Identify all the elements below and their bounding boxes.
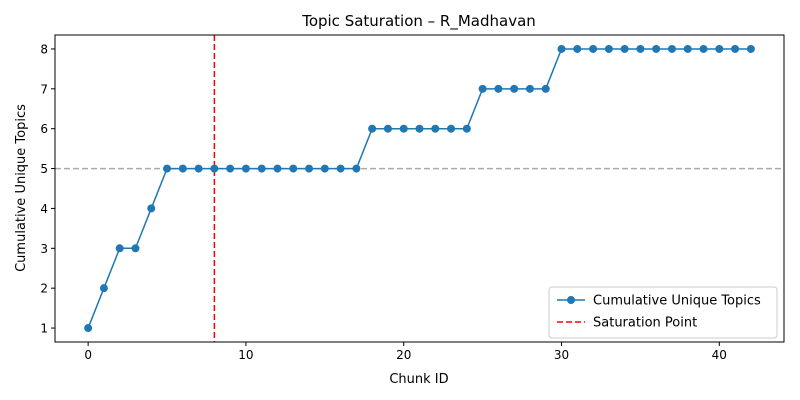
plot-area bbox=[55, 35, 784, 342]
data-point bbox=[115, 244, 124, 253]
data-point bbox=[99, 284, 108, 293]
y-axis-label: Cumulative Unique Topics bbox=[14, 104, 29, 272]
data-point bbox=[336, 164, 345, 173]
data-point bbox=[699, 44, 708, 53]
data-point bbox=[163, 164, 172, 173]
data-point bbox=[431, 124, 440, 133]
y-tick-label: 4 bbox=[40, 202, 48, 216]
data-point bbox=[305, 164, 314, 173]
data-point bbox=[194, 164, 203, 173]
data-point bbox=[352, 164, 361, 173]
data-point bbox=[573, 44, 582, 53]
chart-title: Topic Saturation – R_Madhavan bbox=[301, 12, 536, 31]
data-point bbox=[652, 44, 661, 53]
legend-label-saturation: Saturation Point bbox=[593, 316, 697, 331]
data-point bbox=[620, 44, 629, 53]
legend: Cumulative Unique Topics Saturation Poin… bbox=[548, 286, 778, 339]
data-point bbox=[273, 164, 282, 173]
y-tick-label: 8 bbox=[40, 42, 48, 56]
data-point bbox=[383, 124, 392, 133]
x-tick-label: 30 bbox=[554, 348, 569, 362]
data-point bbox=[525, 84, 534, 93]
y-tick-label: 2 bbox=[40, 282, 48, 296]
y-tick-label: 6 bbox=[40, 122, 48, 136]
data-point bbox=[178, 164, 187, 173]
data-point bbox=[226, 164, 235, 173]
data-point bbox=[731, 44, 740, 53]
data-point bbox=[683, 44, 692, 53]
x-tick-label: 10 bbox=[238, 348, 253, 362]
data-point bbox=[447, 124, 456, 133]
legend-series-marker bbox=[567, 296, 575, 304]
data-point bbox=[399, 124, 408, 133]
data-point bbox=[494, 84, 503, 93]
data-point bbox=[746, 44, 755, 53]
data-point bbox=[478, 84, 487, 93]
x-tick-label: 0 bbox=[84, 348, 92, 362]
data-point bbox=[415, 124, 424, 133]
data-point bbox=[557, 44, 566, 53]
y-tick-label: 7 bbox=[40, 82, 48, 96]
legend-label-series: Cumulative Unique Topics bbox=[593, 294, 761, 309]
y-tick-label: 3 bbox=[40, 242, 48, 256]
legend-box bbox=[548, 286, 778, 339]
data-point bbox=[147, 204, 156, 213]
data-point bbox=[636, 44, 645, 53]
data-point bbox=[368, 124, 377, 133]
data-point bbox=[667, 44, 676, 53]
data-point bbox=[589, 44, 598, 53]
data-point bbox=[257, 164, 266, 173]
y-tick-label: 5 bbox=[40, 162, 48, 176]
data-point bbox=[715, 44, 724, 53]
axes-frame bbox=[54, 34, 785, 343]
data-point bbox=[604, 44, 613, 53]
data-point bbox=[131, 244, 140, 253]
data-point bbox=[541, 84, 550, 93]
data-point bbox=[241, 164, 250, 173]
x-axis: 0 10 20 30 40 bbox=[84, 342, 727, 362]
data-point bbox=[289, 164, 298, 173]
x-tick-label: 40 bbox=[712, 348, 727, 362]
data-point bbox=[210, 164, 219, 173]
data-point bbox=[84, 324, 93, 333]
y-axis: 1 2 3 4 5 6 7 8 bbox=[40, 42, 55, 336]
y-tick-label: 1 bbox=[40, 322, 48, 336]
data-point bbox=[510, 84, 519, 93]
data-point bbox=[320, 164, 329, 173]
x-tick-label: 20 bbox=[396, 348, 411, 362]
data-point bbox=[462, 124, 471, 133]
x-axis-label: Chunk ID bbox=[389, 372, 448, 387]
